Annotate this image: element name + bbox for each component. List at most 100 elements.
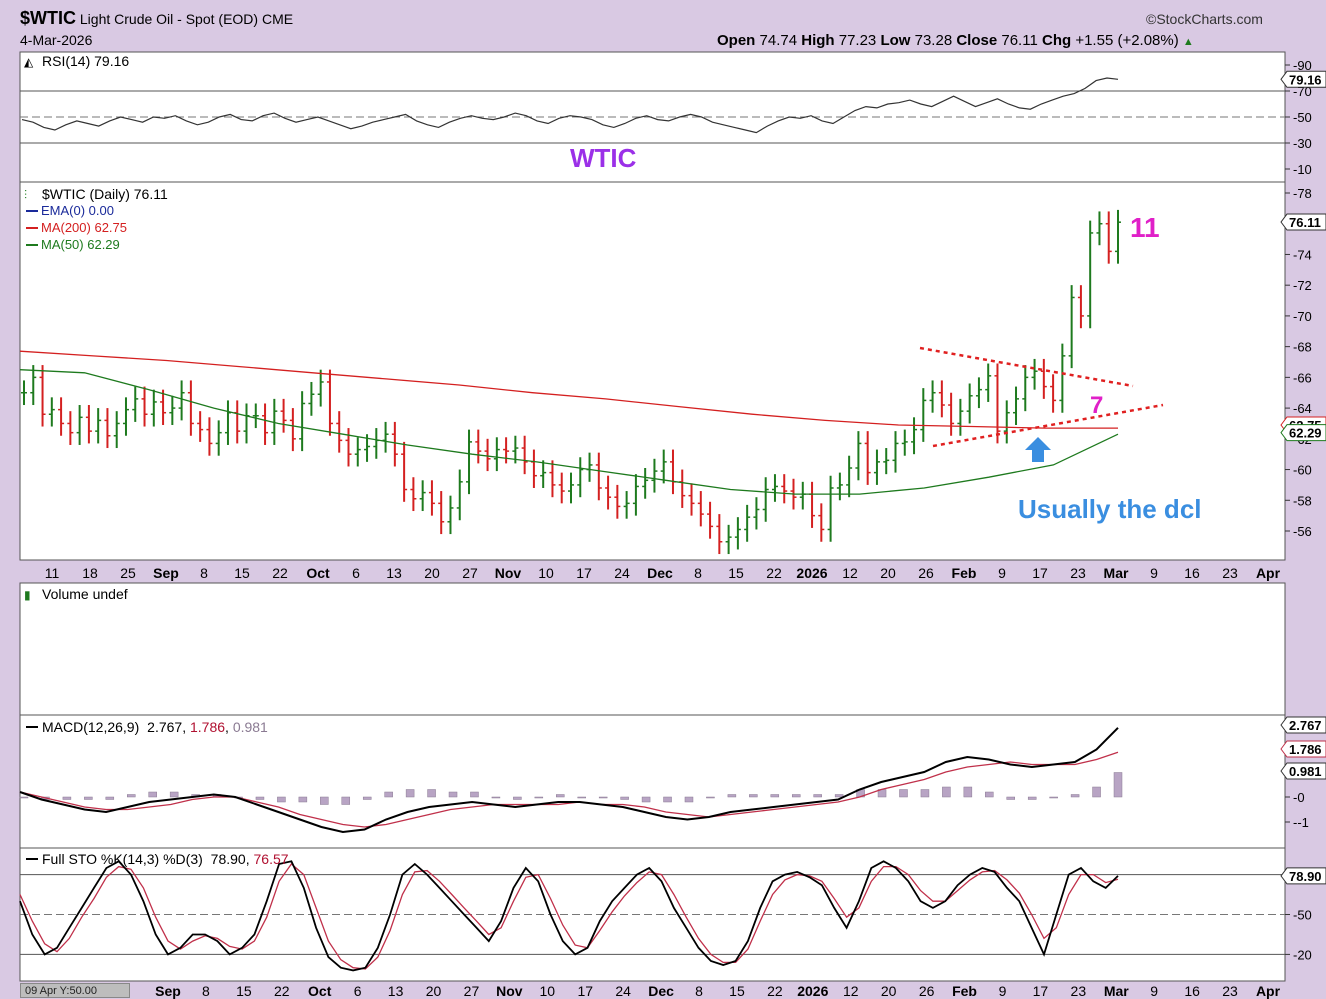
x-tick-label: Nov [495, 565, 522, 581]
macd-legend-value: 2.767 [147, 719, 182, 735]
symbol: $WTIC [20, 8, 76, 28]
macd-histogram-bar [963, 786, 973, 798]
x-tick-label: 15 [234, 565, 250, 581]
x-tick-label: 16 [1184, 565, 1200, 581]
macd-histogram-bar [770, 794, 780, 798]
x-tick-label: 23 [1070, 565, 1086, 581]
macd-histogram-bar [1070, 794, 1080, 798]
macd-histogram-bar [620, 796, 629, 800]
exchange: CME [261, 11, 294, 27]
macd-histogram-bar [513, 796, 522, 800]
x-tick-label-bottom: Nov [496, 983, 523, 999]
x-tick-label-bottom: 9 [999, 983, 1007, 999]
macd-histogram-bar [556, 794, 565, 798]
x-tick-label: 2026 [796, 565, 827, 581]
chg-label: Chg [1041, 32, 1072, 49]
x-tick-label: Mar [1104, 565, 1129, 581]
price-layer: -78-76-74-72-70-68-66-64-62-60-58-5676.1… [19, 186, 1326, 555]
macd-last-value: 2.767 [1289, 718, 1322, 733]
rsi-y-tick-label: -10 [1293, 162, 1312, 177]
rsi-line [21, 77, 1119, 134]
x-tick-label-bottom: 12 [843, 983, 859, 999]
rsi-legend: RSI(14) 79.16 [42, 53, 129, 69]
volume-legend: Volume undef [42, 586, 128, 602]
macd-histogram-bar [663, 796, 672, 803]
macd-histogram-bar [534, 796, 544, 799]
macd-histogram-bar [813, 794, 822, 798]
low-value: 73.28 [914, 32, 953, 49]
x-tick-label-bottom: 17 [577, 983, 593, 999]
x-tick-label: 8 [694, 565, 702, 581]
price-y-tick-label: -78 [1293, 186, 1312, 201]
sto-last-value-box [1280, 867, 1326, 885]
price-y-tick-label: -74 [1293, 247, 1312, 262]
rsi-last-value: 79.16 [1289, 72, 1322, 87]
x-tick-label-bottom: 10 [540, 983, 556, 999]
x-tick-label-bottom: 23 [1071, 983, 1087, 999]
volume-legend-icon: ▮ [24, 588, 31, 602]
price-legend-icon: ⫶ [24, 188, 27, 202]
x-tick-label: 18 [82, 565, 98, 581]
macd-signal-last-value: 1.786 [1289, 742, 1322, 757]
rsi-legend-icon: ◭ [24, 55, 34, 69]
x-tick-label: 26 [918, 565, 934, 581]
macd-y-tick-label: -0 [1293, 790, 1305, 805]
x-tick-label: 17 [1032, 565, 1048, 581]
x-tick-label: 25 [120, 565, 136, 581]
x-tick-label-bottom: 6 [354, 983, 362, 999]
x-tick-label: Dec [647, 565, 673, 581]
x-tick-label-bottom: 17 [1033, 983, 1049, 999]
sto-legend-name: Full STO %K(14,3) %D(3) [42, 851, 203, 867]
macd-histogram-bar [255, 796, 265, 800]
macd-histogram-bar [62, 796, 72, 800]
close-value: 76.11 [1001, 32, 1038, 49]
close-label: Close [956, 32, 998, 49]
macd-histogram-bar [749, 794, 758, 798]
overlay-legend-label: MA(200) 62.75 [41, 220, 127, 235]
x-tick-label-bottom: 2026 [797, 983, 828, 999]
ohlc-readout: Open 74.74 High 77.23 Low 73.28 Close 76… [717, 32, 1194, 49]
x-tick-label: Feb [952, 565, 977, 581]
ma50-last-value-box [1280, 424, 1326, 442]
macd-hist-last-value: 0.981 [1289, 764, 1322, 779]
cursor-readout: 09 Apr Y:50.00 [20, 983, 130, 998]
x-tick-label: 12 [842, 565, 858, 581]
annotation-count-7: 7 [1090, 392, 1103, 419]
macd-line [19, 727, 1119, 834]
price-last-value-box [1280, 213, 1326, 231]
macd-histogram-bar [899, 789, 908, 798]
sto-legend: Full STO %K(14,3) %D(3) 78.90, 76.57 [42, 851, 289, 867]
price-y-tick-label: -64 [1293, 401, 1312, 416]
macd-histogram-bar [577, 796, 586, 799]
x-tick-label-bottom: Apr [1256, 983, 1281, 999]
x-tick-label: 13 [386, 565, 402, 581]
x-tick-label: 15 [728, 565, 744, 581]
sto-y-tick-label: -20 [1293, 947, 1312, 962]
x-tick-label: 27 [462, 565, 478, 581]
x-tick-label-bottom: Feb [952, 983, 977, 999]
macd-histogram-bar [920, 789, 930, 798]
price-last-value: 76.11 [1289, 215, 1321, 230]
price-y-tick-label: -68 [1293, 340, 1312, 355]
macd-histogram-bar [1113, 772, 1123, 798]
x-tick-label-bottom: 22 [767, 983, 783, 999]
macd-histogram-bar [84, 796, 93, 800]
macd-signal-value: 1.786 [190, 719, 225, 735]
macd-histogram-bar [1049, 796, 1058, 799]
x-tick-label: 9 [998, 565, 1006, 581]
price-panel [19, 181, 1286, 561]
x-tick-label-bottom: 27 [464, 983, 480, 999]
macd-histogram-bar [470, 791, 479, 798]
x-tick-label: 24 [614, 565, 630, 581]
instrument-name: Light Crude Oil - Spot (EOD) [79, 11, 259, 27]
x-axis-layer: 11 18 25 Sep 8 15 22 Oct 6 13 20 27 Nov 10 17 24 Dec 8 15 2… [45, 565, 1281, 999]
rsi-y-tick-label: -30 [1293, 136, 1312, 151]
trendline-lower [932, 403, 1164, 448]
rsi-y-tick-label: -50 [1293, 110, 1312, 125]
macd-histogram-bar [298, 796, 308, 803]
x-tick-label-bottom: 20 [881, 983, 897, 999]
x-tick-label: 20 [424, 565, 440, 581]
rsi-last-value-box [1280, 70, 1326, 88]
